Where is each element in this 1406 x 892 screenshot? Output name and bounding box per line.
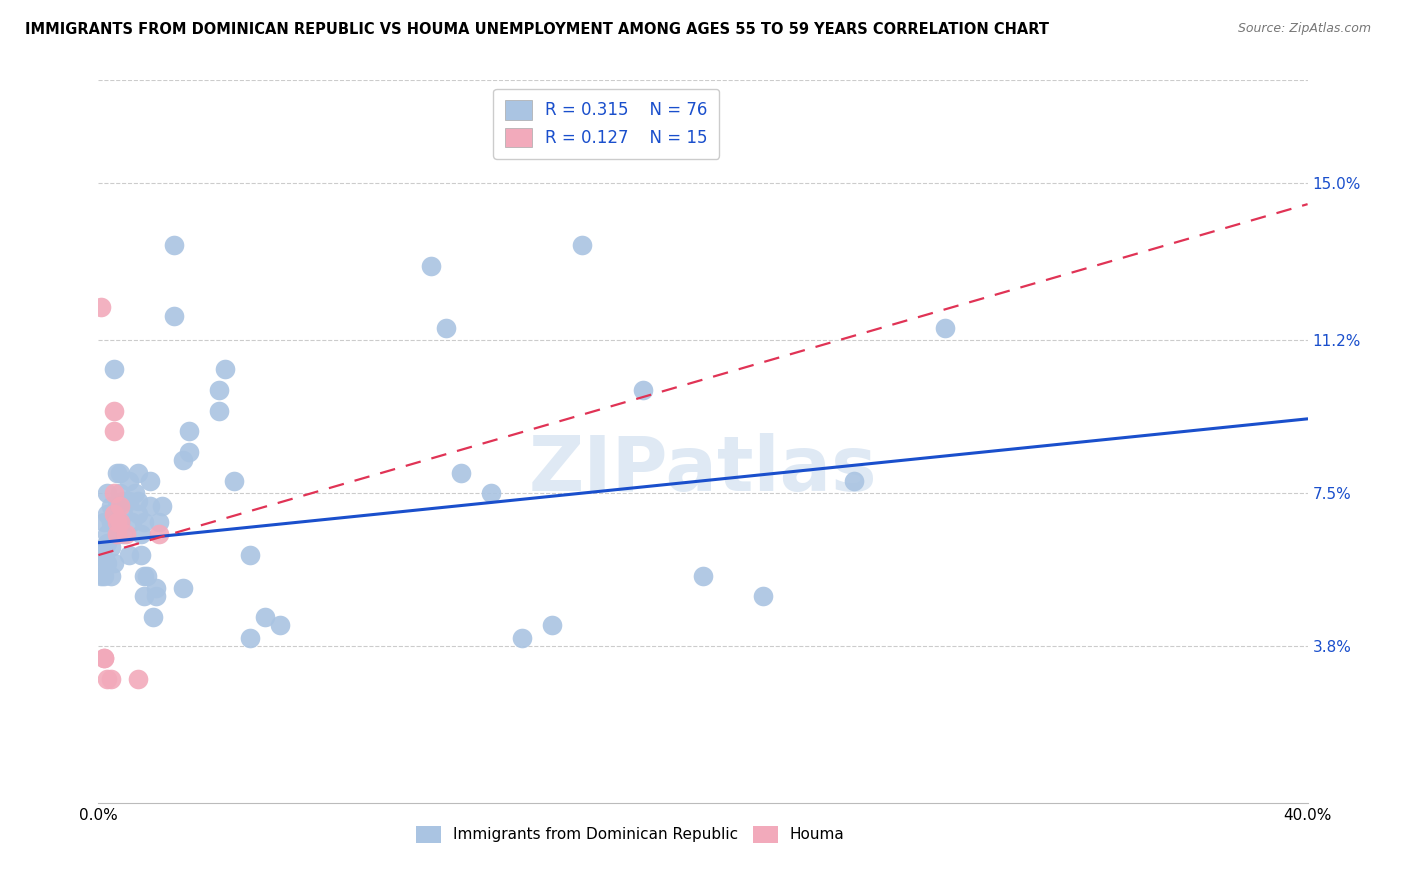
- Point: [93, 568, 115, 582]
- Point: [108, 466, 131, 480]
- Point: [103, 515, 125, 529]
- Point: [103, 486, 125, 500]
- Point: [540, 618, 562, 632]
- Point: [93, 651, 115, 665]
- Point: [450, 466, 472, 480]
- Point: [148, 527, 170, 541]
- Point: [105, 527, 128, 541]
- Point: [934, 321, 956, 335]
- Point: [172, 453, 194, 467]
- Point: [132, 568, 155, 582]
- Text: Source: ZipAtlas.com: Source: ZipAtlas.com: [1237, 22, 1371, 36]
- Point: [90, 548, 112, 562]
- Point: [100, 540, 122, 554]
- Point: [179, 424, 201, 438]
- Point: [100, 515, 122, 529]
- Point: [93, 515, 115, 529]
- Point: [103, 424, 125, 438]
- Point: [692, 568, 714, 582]
- Point: [105, 515, 128, 529]
- Point: [96, 535, 118, 549]
- Point: [100, 672, 122, 686]
- Point: [172, 581, 194, 595]
- Point: [96, 557, 118, 571]
- Point: [127, 672, 149, 686]
- Point: [139, 474, 162, 488]
- Point: [208, 383, 231, 397]
- Point: [103, 403, 125, 417]
- Point: [129, 548, 152, 562]
- Point: [142, 610, 165, 624]
- Point: [139, 499, 162, 513]
- Point: [631, 383, 654, 397]
- Point: [93, 540, 115, 554]
- Point: [224, 474, 246, 488]
- Point: [163, 309, 186, 323]
- Point: [127, 466, 149, 480]
- Point: [90, 568, 112, 582]
- Text: ZIPatlas: ZIPatlas: [529, 434, 877, 508]
- Point: [103, 362, 125, 376]
- Point: [96, 486, 118, 500]
- Point: [105, 499, 128, 513]
- Point: [114, 527, 136, 541]
- Point: [434, 321, 457, 335]
- Point: [571, 238, 593, 252]
- Point: [239, 631, 262, 645]
- Point: [208, 403, 231, 417]
- Point: [239, 548, 262, 562]
- Point: [108, 499, 131, 513]
- Point: [93, 557, 115, 571]
- Point: [100, 499, 122, 513]
- Point: [118, 494, 141, 508]
- Point: [100, 568, 122, 582]
- Point: [132, 590, 155, 604]
- Point: [90, 301, 112, 315]
- Point: [111, 507, 134, 521]
- Point: [145, 590, 167, 604]
- Point: [132, 515, 155, 529]
- Point: [108, 515, 131, 529]
- Point: [93, 651, 115, 665]
- Point: [105, 466, 128, 480]
- Legend: Immigrants from Dominican Republic, Houma: Immigrants from Dominican Republic, Houm…: [411, 820, 851, 849]
- Text: IMMIGRANTS FROM DOMINICAN REPUBLIC VS HOUMA UNEMPLOYMENT AMONG AGES 55 TO 59 YEA: IMMIGRANTS FROM DOMINICAN REPUBLIC VS HO…: [25, 22, 1049, 37]
- Point: [96, 527, 118, 541]
- Point: [510, 631, 533, 645]
- Point: [752, 590, 775, 604]
- Point: [420, 259, 443, 273]
- Point: [214, 362, 236, 376]
- Point: [96, 672, 118, 686]
- Point: [481, 486, 503, 500]
- Point: [111, 527, 134, 541]
- Point: [129, 527, 152, 541]
- Point: [108, 515, 131, 529]
- Point: [118, 474, 141, 488]
- Point: [121, 515, 143, 529]
- Point: [103, 507, 125, 521]
- Point: [148, 515, 170, 529]
- Point: [127, 507, 149, 521]
- Point: [124, 486, 146, 500]
- Point: [118, 548, 141, 562]
- Point: [253, 610, 276, 624]
- Point: [108, 486, 131, 500]
- Point: [135, 568, 157, 582]
- Point: [111, 494, 134, 508]
- Point: [269, 618, 291, 632]
- Point: [179, 445, 201, 459]
- Point: [96, 507, 118, 521]
- Point: [105, 527, 128, 541]
- Point: [150, 499, 173, 513]
- Point: [127, 494, 149, 508]
- Point: [844, 474, 866, 488]
- Point: [103, 557, 125, 571]
- Point: [103, 507, 125, 521]
- Point: [163, 238, 186, 252]
- Point: [145, 581, 167, 595]
